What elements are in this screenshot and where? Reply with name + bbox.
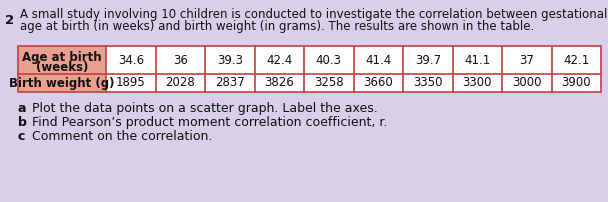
- Text: 3826: 3826: [264, 77, 294, 89]
- Text: Comment on the correlation.: Comment on the correlation.: [32, 130, 212, 143]
- Bar: [353, 74, 403, 92]
- Bar: [551, 74, 601, 92]
- Bar: [156, 74, 205, 92]
- Bar: [156, 46, 205, 74]
- Bar: [255, 46, 304, 74]
- Text: 34.6: 34.6: [118, 54, 144, 66]
- Bar: [106, 74, 156, 92]
- Text: Plot the data points on a scatter graph. Label the axes.: Plot the data points on a scatter graph.…: [32, 102, 378, 115]
- Bar: [106, 46, 156, 74]
- Bar: [205, 46, 255, 74]
- Text: 39.7: 39.7: [415, 54, 441, 66]
- Text: 1895: 1895: [116, 77, 146, 89]
- Text: (weeks): (weeks): [36, 61, 88, 75]
- Bar: [18, 46, 106, 74]
- Text: 40.3: 40.3: [316, 54, 342, 66]
- Text: 3900: 3900: [561, 77, 591, 89]
- Text: 3258: 3258: [314, 77, 344, 89]
- Text: 39.3: 39.3: [216, 54, 243, 66]
- Text: age at birth (in weeks) and birth weight (in grams). The results are shown in th: age at birth (in weeks) and birth weight…: [20, 20, 534, 33]
- Text: 2028: 2028: [165, 77, 195, 89]
- Text: b: b: [18, 116, 27, 129]
- Text: 2: 2: [5, 14, 14, 27]
- Bar: [18, 46, 601, 92]
- Bar: [452, 74, 502, 92]
- Bar: [502, 74, 551, 92]
- Bar: [304, 74, 353, 92]
- Text: 37: 37: [519, 54, 534, 66]
- Bar: [255, 74, 304, 92]
- Text: c: c: [18, 130, 26, 143]
- Text: 3660: 3660: [364, 77, 393, 89]
- Bar: [205, 74, 255, 92]
- Text: Find Pearson’s product moment correlation coefficient, r.: Find Pearson’s product moment correlatio…: [32, 116, 387, 129]
- Text: A small study involving 10 children is conducted to investigate the correlation : A small study involving 10 children is c…: [20, 8, 607, 21]
- Text: 42.1: 42.1: [563, 54, 589, 66]
- Bar: [353, 46, 403, 74]
- Text: 3300: 3300: [463, 77, 492, 89]
- Bar: [304, 46, 353, 74]
- Text: Birth weight (g): Birth weight (g): [9, 77, 115, 89]
- Bar: [502, 46, 551, 74]
- Bar: [403, 46, 452, 74]
- Text: 41.4: 41.4: [365, 54, 392, 66]
- Text: 36: 36: [173, 54, 188, 66]
- Text: a: a: [18, 102, 27, 115]
- Text: 2837: 2837: [215, 77, 244, 89]
- Text: 42.4: 42.4: [266, 54, 292, 66]
- Bar: [551, 46, 601, 74]
- Bar: [18, 74, 106, 92]
- Text: 41.1: 41.1: [464, 54, 491, 66]
- Bar: [403, 74, 452, 92]
- Text: Age at birth: Age at birth: [22, 50, 102, 63]
- Text: 3350: 3350: [413, 77, 443, 89]
- Bar: [452, 46, 502, 74]
- Text: 3000: 3000: [512, 77, 542, 89]
